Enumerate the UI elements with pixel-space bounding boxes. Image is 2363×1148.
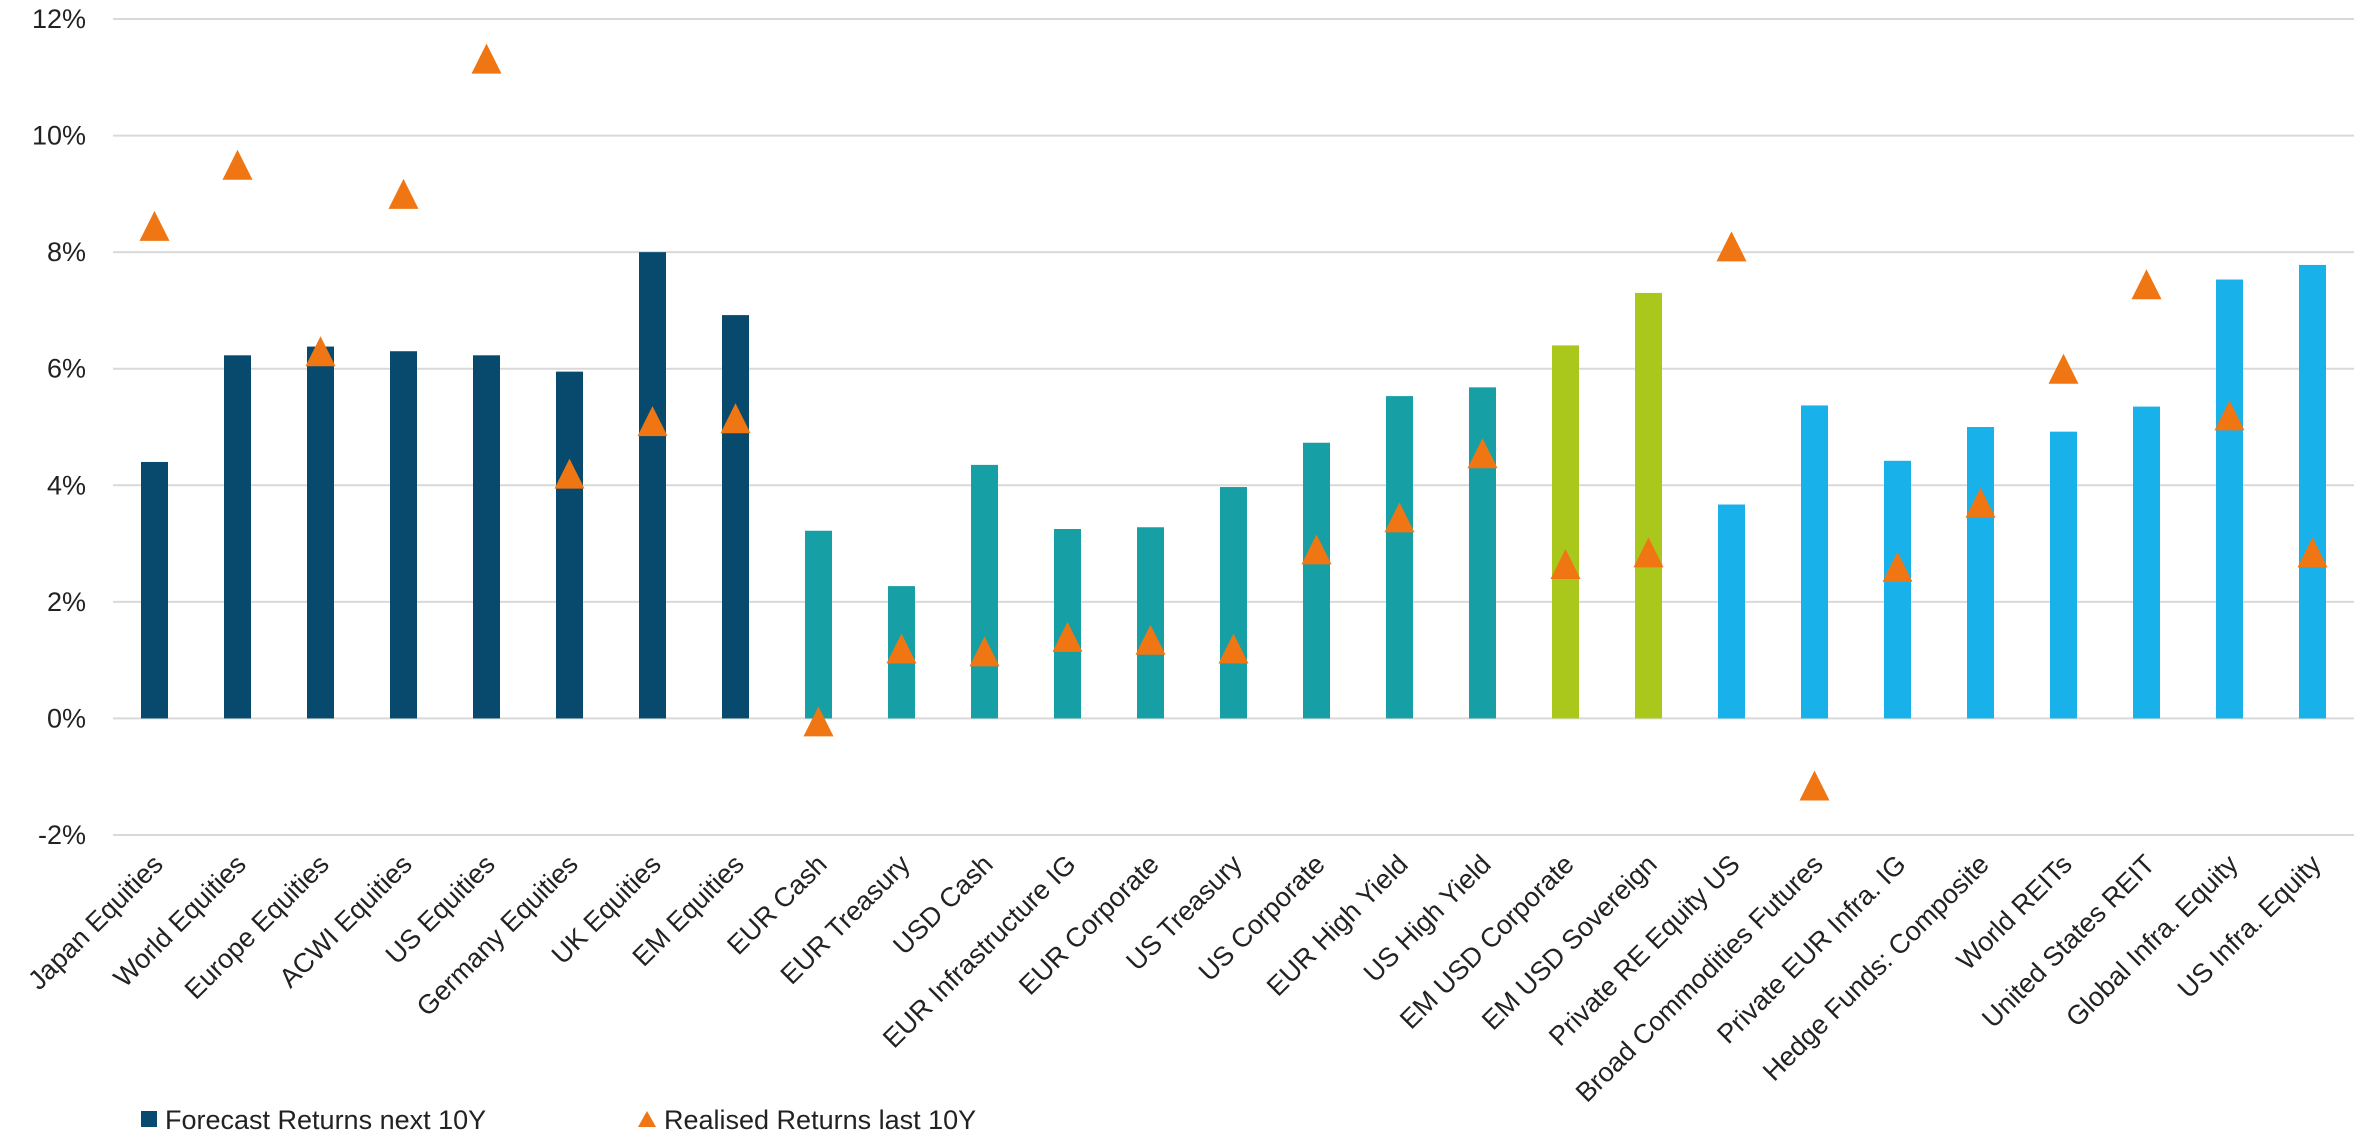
marker-realised — [1716, 231, 1747, 262]
bar-forecast — [1552, 345, 1579, 719]
bar-forecast — [722, 315, 749, 719]
bar-forecast — [1469, 387, 1496, 719]
marker-realised — [637, 406, 668, 437]
bar-forecast — [1718, 504, 1745, 719]
bar-forecast — [639, 252, 666, 719]
marker-realised — [1052, 621, 1083, 652]
marker-realised — [305, 336, 336, 367]
bar-series — [141, 252, 2326, 719]
y-tick-label: 4% — [47, 470, 86, 500]
y-tick-label: -2% — [38, 820, 86, 850]
bar-forecast — [1386, 396, 1413, 719]
bar-forecast — [141, 461, 168, 719]
marker-realised — [1135, 624, 1166, 655]
bar-forecast — [473, 355, 500, 719]
bar-forecast — [1137, 527, 1164, 719]
marker-realised — [1550, 548, 1581, 579]
marker-realised — [471, 43, 502, 74]
y-tick-label: 12% — [32, 4, 86, 34]
marker-realised — [1799, 770, 1830, 801]
x-tick-label: EUR High Yield — [1261, 849, 1414, 1002]
marker-series — [139, 43, 2328, 801]
legend-swatch-realised — [638, 1111, 656, 1127]
bar-forecast — [307, 346, 334, 719]
marker-realised — [1633, 537, 1664, 568]
marker-realised — [222, 149, 253, 180]
marker-realised — [803, 706, 834, 737]
legend: Forecast Returns next 10Y Realised Retur… — [141, 1105, 976, 1135]
bar-forecast — [2299, 264, 2326, 719]
bar-forecast — [1220, 487, 1247, 719]
marker-realised — [2297, 537, 2328, 568]
marker-realised — [1301, 534, 1332, 565]
marker-realised — [139, 210, 170, 241]
marker-realised — [2048, 353, 2079, 384]
bar-forecast — [224, 355, 251, 719]
legend-swatch-forecast — [141, 1111, 157, 1127]
marker-realised — [554, 458, 585, 489]
bar-forecast — [390, 351, 417, 719]
y-tick-label: 0% — [47, 703, 86, 733]
bar-forecast — [2216, 279, 2243, 719]
marker-realised — [720, 403, 751, 434]
x-tick-label: Europe Equities — [179, 849, 335, 1005]
bar-forecast — [1967, 427, 1994, 719]
bar-forecast — [2133, 406, 2160, 719]
marker-realised — [1882, 551, 1913, 582]
marker-realised — [2131, 269, 2162, 300]
bar-forecast — [971, 464, 998, 719]
bar-forecast — [1303, 442, 1330, 719]
marker-realised — [388, 178, 419, 209]
bar-forecast — [1635, 292, 1662, 719]
marker-realised — [1467, 438, 1498, 469]
y-tick-label: 10% — [32, 121, 86, 151]
bar-forecast — [1801, 405, 1828, 719]
marker-realised — [1218, 633, 1249, 664]
bar-forecast — [556, 371, 583, 719]
marker-realised — [969, 636, 1000, 667]
legend-label-forecast: Forecast Returns next 10Y — [165, 1105, 486, 1135]
y-tick-label: 8% — [47, 237, 86, 267]
marker-realised — [2214, 400, 2245, 431]
x-tick-label: US Infra. Equity — [2172, 849, 2327, 1004]
y-tick-label: 6% — [47, 354, 86, 384]
legend-label-realised: Realised Returns last 10Y — [664, 1105, 976, 1135]
y-axis-ticks: -2% 0% 2% 4% 6% 8% 10% 12% — [32, 4, 86, 850]
bar-forecast — [1884, 460, 1911, 719]
marker-realised — [886, 633, 917, 664]
y-tick-label: 2% — [47, 587, 86, 617]
bar-forecast — [2050, 431, 2077, 719]
marker-realised — [1384, 502, 1415, 533]
marker-realised — [1965, 487, 1996, 518]
x-tick-label: EUR Corporate — [1013, 849, 1165, 1001]
bar-forecast — [805, 530, 832, 719]
